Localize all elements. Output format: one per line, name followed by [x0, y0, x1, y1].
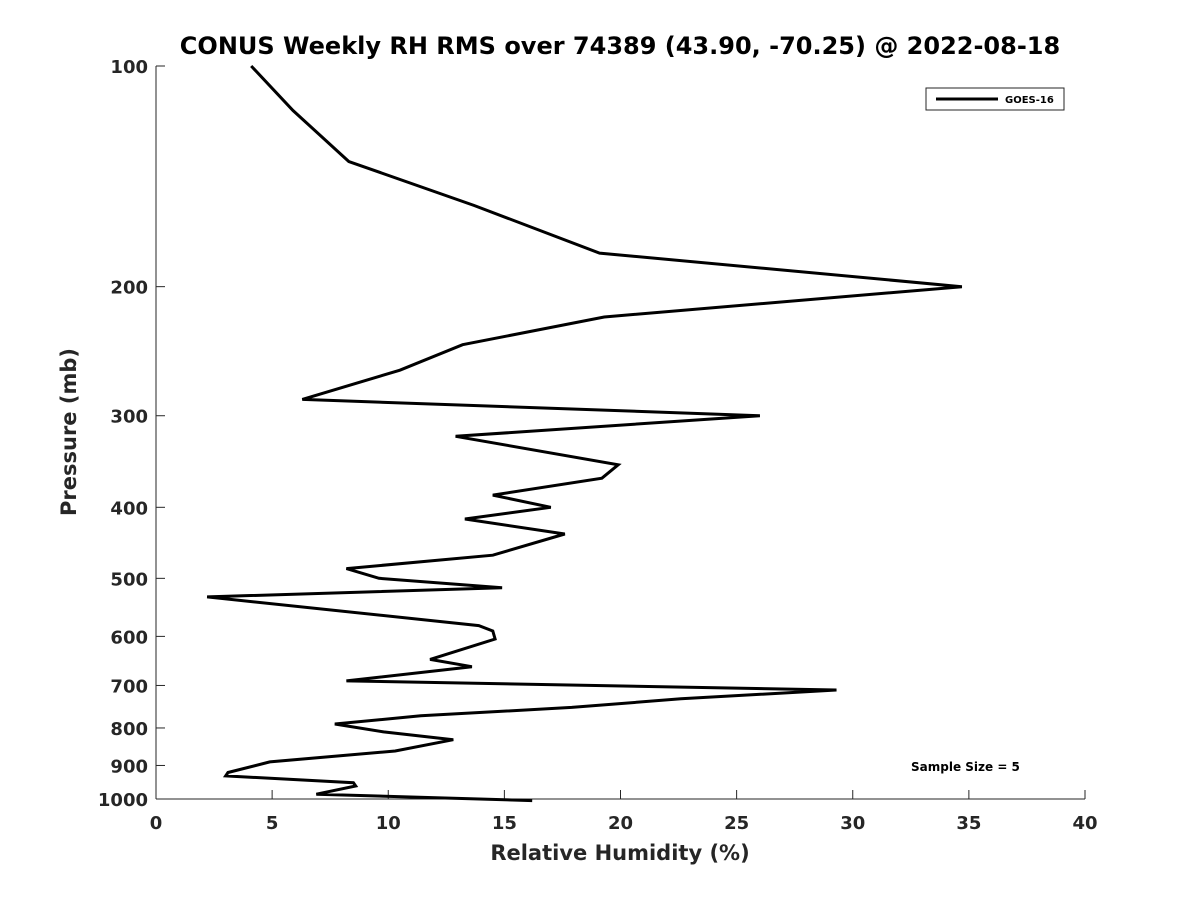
y-tick-label: 600 — [110, 627, 148, 648]
y-tick-label: 500 — [110, 569, 148, 590]
x-tick-label: 15 — [492, 813, 517, 834]
y-axis-label: Pressure (mb) — [57, 348, 81, 516]
y-tick-label: 400 — [110, 498, 148, 519]
y-tick-label: 900 — [110, 756, 148, 777]
y-tick-label: 300 — [110, 407, 148, 428]
legend: GOES-16 — [925, 87, 1065, 111]
x-tick-label: 10 — [376, 813, 401, 834]
legend-entry-goes-16: GOES-16 — [1005, 95, 1054, 106]
y-tick-label: 100 — [110, 57, 148, 78]
y-tick-label: 800 — [110, 719, 148, 740]
x-axis: 0 5 10 15 20 25 30 35 40 — [150, 790, 1098, 834]
x-tick-label: 35 — [956, 813, 981, 834]
chart-title: CONUS Weekly RH RMS over 74389 (43.90, -… — [180, 32, 1060, 60]
goes-16-line — [206, 64, 963, 803]
sample-size-annotation: Sample Size = 5 — [911, 760, 1020, 774]
y-tick-label: 700 — [110, 676, 148, 697]
x-tick-label: 30 — [840, 813, 865, 834]
y-tick-label: 1000 — [98, 790, 148, 811]
x-tick-label: 20 — [608, 813, 633, 834]
y-axis: 100 200 300 400 500 600 700 800 900 1000 — [98, 57, 165, 811]
x-tick-label: 40 — [1072, 813, 1097, 834]
x-tick-label: 25 — [724, 813, 749, 834]
plot-area — [156, 66, 1085, 799]
x-tick-label: 0 — [150, 813, 163, 834]
x-axis-label: Relative Humidity (%) — [490, 841, 749, 865]
x-tick-label: 5 — [266, 813, 279, 834]
y-tick-label: 200 — [110, 278, 148, 299]
